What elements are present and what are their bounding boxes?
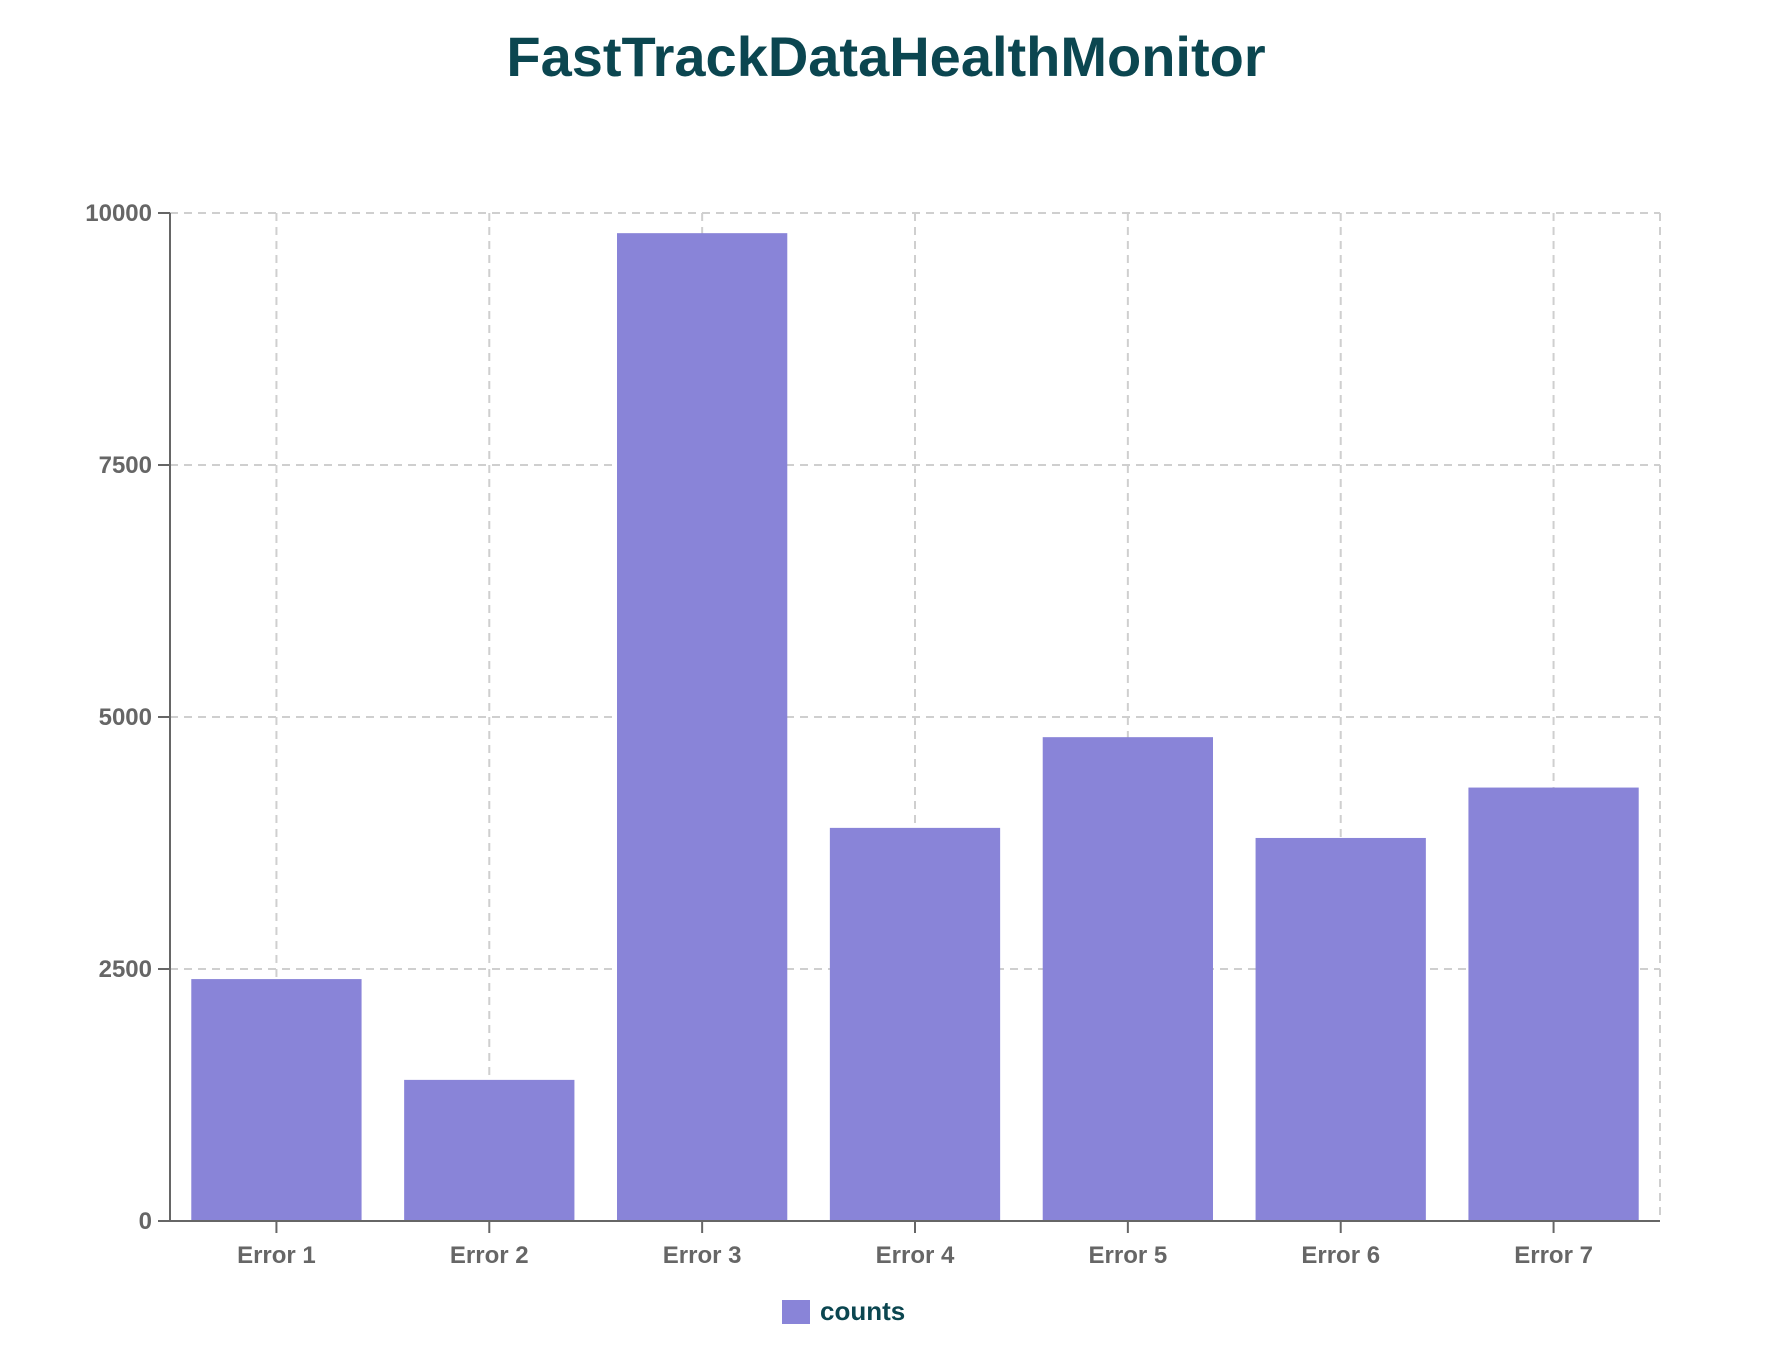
legend-swatch-counts[interactable] (782, 1300, 810, 1324)
y-axis-ticks: 0 2500 5000 7500 10000 (85, 200, 170, 1235)
y-tick-label: 0 (139, 1208, 152, 1235)
bar-error-3[interactable] (617, 233, 788, 1221)
x-tick-label: Error 1 (237, 1242, 316, 1269)
chart-title: FastTrackDataHealthMonitor (506, 25, 1265, 88)
x-tick-label: Error 7 (1514, 1242, 1593, 1269)
bar-series (191, 233, 1639, 1221)
x-tick-label: Error 5 (1089, 1242, 1168, 1269)
bar-error-6[interactable] (1255, 837, 1426, 1221)
y-tick-label: 7500 (99, 452, 152, 479)
x-tick-label: Error 3 (663, 1242, 742, 1269)
y-tick-label: 2500 (99, 956, 152, 983)
bar-error-1[interactable] (191, 979, 362, 1221)
x-tick-label: Error 4 (876, 1242, 955, 1269)
x-tick-label: Error 2 (450, 1242, 529, 1269)
bar-error-5[interactable] (1042, 737, 1213, 1221)
bar-error-2[interactable] (404, 1079, 575, 1221)
legend[interactable]: counts (782, 1296, 905, 1326)
x-tick-label: Error 6 (1301, 1242, 1380, 1269)
y-tick-label: 5000 (99, 704, 152, 731)
bar-error-7[interactable] (1468, 787, 1639, 1221)
x-axis-ticks: Error 1 Error 2 Error 3 Error 4 Error 5 Error… (237, 1221, 1593, 1269)
y-tick-label: 10000 (85, 200, 152, 227)
bar-error-4[interactable] (829, 827, 1001, 1221)
legend-label-counts[interactable]: counts (820, 1296, 905, 1326)
